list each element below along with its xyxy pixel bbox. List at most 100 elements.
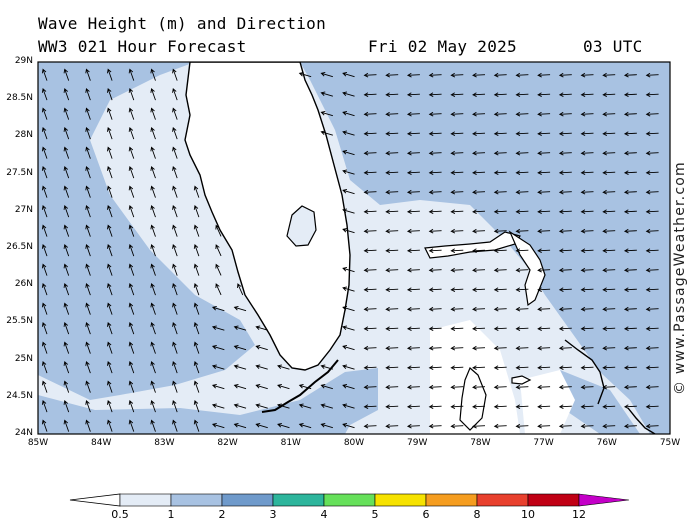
wave-arrow <box>172 302 178 315</box>
wave-arrow <box>277 364 290 370</box>
wave-arrow <box>233 423 247 429</box>
wave-zone-atlantic <box>300 62 670 434</box>
wave-arrow <box>41 185 48 198</box>
wave-arrow <box>172 204 178 218</box>
wave-arrow <box>150 302 156 315</box>
wave-arrow <box>85 87 91 101</box>
wave-arrow <box>602 248 616 253</box>
wave-arrow <box>602 306 616 312</box>
wave-arrow <box>472 267 486 273</box>
wave-arrow <box>150 126 156 140</box>
wave-arrow <box>580 209 594 214</box>
wave-arrow <box>623 248 637 253</box>
wave-arrow <box>385 423 399 429</box>
wave-arrow <box>537 170 551 175</box>
wave-arrow <box>233 345 247 351</box>
wave-arrow <box>602 150 616 156</box>
wave-arrow <box>128 126 135 140</box>
wave-arrow <box>150 243 156 257</box>
wave-arrow <box>645 131 659 136</box>
wave-arrow <box>602 267 616 273</box>
wave-arrow <box>363 72 377 78</box>
wave-arrow <box>150 87 156 101</box>
longitude-label: 85W <box>27 438 49 448</box>
wave-arrow <box>645 326 659 331</box>
wave-arrow <box>363 287 377 292</box>
wave-arrow <box>85 321 91 335</box>
wave-arrow <box>237 283 244 296</box>
wave-arrow <box>645 423 659 429</box>
legend-label: 5 <box>371 508 379 521</box>
wave-arrow <box>385 326 399 331</box>
wave-arrow <box>63 107 70 120</box>
wave-arrow <box>645 170 659 175</box>
wave-arrow <box>41 224 48 237</box>
wave-arrow <box>363 404 377 409</box>
wave-arrow <box>85 185 91 198</box>
wave-arrow <box>450 404 464 409</box>
wave-arrow <box>515 365 529 370</box>
wave-arrow <box>623 365 637 370</box>
wave-arrow <box>645 150 659 156</box>
wave-arrow <box>298 72 312 78</box>
wave-arrow <box>128 341 135 354</box>
wave-arrow <box>193 380 200 393</box>
chart-title: Wave Height (m) and Direction <box>38 14 327 33</box>
wave-arrow <box>150 380 156 393</box>
wave-arrow <box>623 170 637 175</box>
wave-arrow <box>342 130 355 136</box>
wave-arrow <box>128 419 135 432</box>
wave-arrow <box>406 150 420 156</box>
wave-zone-east <box>560 370 640 434</box>
wave-arrow <box>107 224 113 237</box>
wave-arrow <box>63 302 70 315</box>
wave-arrow <box>215 263 222 276</box>
wave-arrow <box>85 263 91 276</box>
wave-arrow <box>233 384 247 390</box>
wave-arrow <box>320 111 333 117</box>
wave-arrow <box>580 72 594 78</box>
wave-arrow <box>623 189 637 195</box>
wave-arrow <box>450 248 464 253</box>
wave-arrow <box>85 419 91 432</box>
wave-arrow <box>493 72 507 78</box>
wave-arrow <box>558 248 572 253</box>
wave-arrow <box>385 209 399 214</box>
wave-arrow <box>150 360 156 374</box>
wave-arrow <box>385 72 399 78</box>
wave-arrow <box>645 306 659 312</box>
wave-arrow <box>277 384 290 390</box>
wave-arrow <box>63 165 70 179</box>
wave-arrow <box>150 263 156 276</box>
latitude-label: 26.5N <box>6 242 33 252</box>
wave-arrow <box>107 126 113 140</box>
wave-arrow <box>233 306 247 312</box>
wave-arrow <box>580 365 594 370</box>
wave-arrow <box>172 185 178 198</box>
legend-low-arrow <box>69 493 121 507</box>
wave-arrow <box>107 380 113 393</box>
wave-arrow <box>406 111 420 117</box>
wave-arrow <box>63 87 70 101</box>
wave-arrow <box>385 384 399 390</box>
wave-arrow <box>85 107 91 120</box>
florida-keys <box>261 359 339 413</box>
legend-swatch <box>527 493 580 507</box>
wave-arrow <box>172 341 178 354</box>
wave-arrow <box>428 345 442 351</box>
wave-arrow <box>472 423 486 429</box>
legend-label: 8 <box>473 508 481 521</box>
wave-arrow <box>150 419 156 432</box>
wave-arrow <box>623 92 637 97</box>
wave-arrow <box>385 131 399 136</box>
wave-arrow <box>128 204 135 218</box>
eleuthera-island <box>564 339 605 405</box>
wave-arrow <box>580 131 594 136</box>
latitude-label: 29N <box>14 56 33 66</box>
wave-arrow <box>63 341 70 354</box>
wave-arrow <box>580 326 594 331</box>
wave-arrow <box>193 243 200 257</box>
wave-arrow <box>537 404 551 409</box>
wave-arrow <box>128 399 135 413</box>
